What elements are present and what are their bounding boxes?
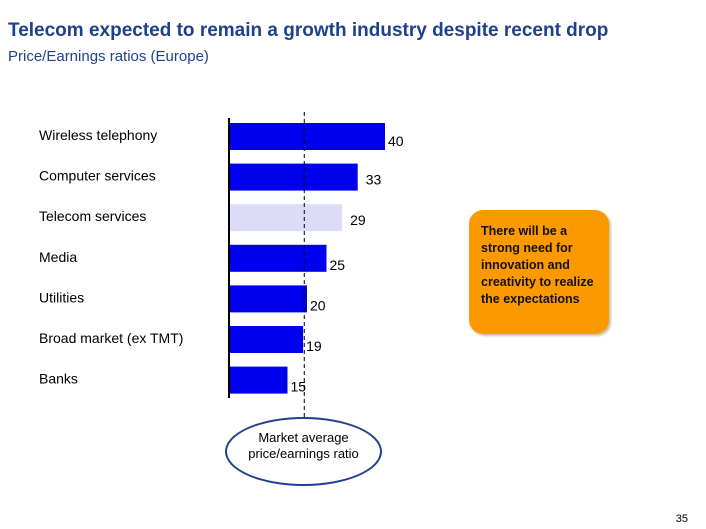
data-label: 20 (310, 297, 326, 313)
market-average-label: Market average price/earnings ratio (225, 417, 382, 486)
data-label: 19 (306, 338, 322, 354)
bar (229, 163, 358, 191)
bar (229, 326, 304, 353)
category-label: Broad market (ex TMT) (39, 330, 183, 346)
category-label: Utilities (39, 289, 84, 305)
data-label: 15 (291, 379, 307, 395)
category-label: Wireless telephony (39, 127, 157, 143)
category-label: Telecom services (39, 208, 146, 224)
data-label: 25 (330, 257, 346, 273)
page-subtitle: Price/Earnings ratios (Europe) (8, 48, 209, 65)
category-label: Media (39, 249, 77, 265)
bar (229, 366, 288, 394)
bar (229, 123, 385, 150)
category-label: Computer services (39, 168, 156, 184)
page-number: 35 (675, 513, 688, 525)
data-label: 40 (388, 133, 404, 149)
category-label: Banks (39, 371, 78, 387)
bar (229, 285, 307, 313)
data-label: 29 (350, 212, 366, 228)
data-label: 33 (366, 172, 382, 188)
callout-box: There will be a strong need for innovati… (469, 210, 609, 334)
bar (229, 204, 343, 232)
page-title: Telecom expected to remain a growth indu… (8, 20, 609, 41)
bar (229, 244, 327, 272)
